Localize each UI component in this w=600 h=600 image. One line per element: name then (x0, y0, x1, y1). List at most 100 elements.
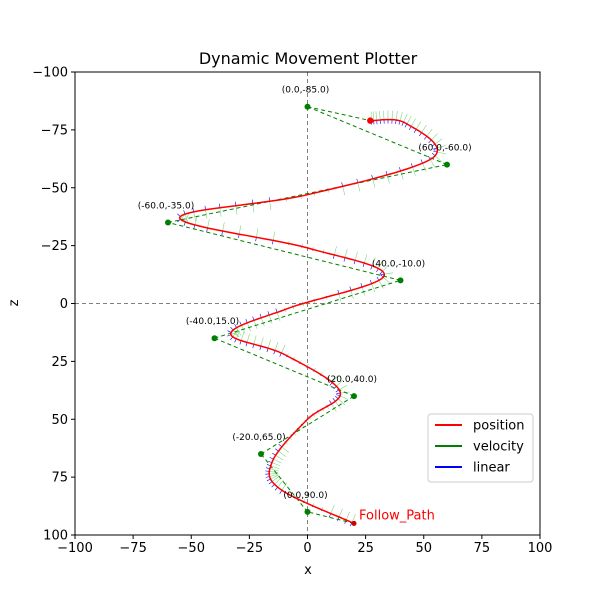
velocity-vector (406, 115, 412, 125)
waypoint-marker (304, 103, 311, 110)
y-tick-label: −75 (41, 123, 68, 138)
velocity-vector (232, 329, 240, 338)
velocity-vector (436, 145, 446, 149)
velocity-vector (238, 225, 242, 235)
velocity-vector (276, 312, 281, 321)
velocity-vector (339, 395, 349, 400)
velocity-vector (331, 403, 337, 412)
velocity-vector (375, 111, 378, 121)
velocity-vector (421, 124, 427, 133)
velocity-vector (277, 480, 284, 488)
velocity-vector (437, 151, 447, 155)
velocity-vector (272, 231, 276, 241)
y-tick-label: 50 (51, 413, 68, 428)
velocity-vector (274, 477, 282, 485)
velocity-vector (205, 209, 208, 219)
path-name-label: Follow_Path (359, 508, 435, 523)
velocity-vector (382, 264, 389, 272)
waypoint-label: (0.0,-85.0) (282, 86, 329, 96)
velocity-vector (336, 379, 344, 387)
waypoint-connector (167, 164, 448, 223)
velocity-vector (350, 290, 354, 300)
velocity-vector (403, 113, 408, 123)
waypoint-label: (0.0,90.0) (283, 491, 327, 501)
velocity-vector (219, 207, 222, 217)
velocity-vector (281, 344, 286, 354)
x-tick-label: 75 (474, 541, 491, 556)
velocity-vector (334, 246, 337, 256)
waypoint-connectors (167, 106, 448, 524)
velocity-vector (372, 111, 374, 121)
velocity-vector (378, 280, 384, 289)
velocity-vector (281, 482, 288, 491)
velocity-vector (271, 475, 280, 482)
velocity-vector (378, 260, 383, 269)
velocity-vector (253, 320, 258, 329)
reference-lines (75, 72, 540, 535)
velocity-vector (344, 248, 348, 258)
path-end-marker (367, 117, 374, 124)
velocity-vector (354, 251, 358, 261)
waypoint-label: (60.0,-60.0) (418, 144, 471, 154)
velocity-vector (426, 128, 433, 137)
velocity-vector (281, 446, 290, 453)
legend-items: position velocity linear (435, 419, 525, 476)
velocity-vector (246, 333, 250, 343)
path-start-marker (351, 520, 357, 526)
legend-label: position (473, 419, 525, 434)
velocity-vector (434, 138, 443, 145)
velocity-vector (194, 216, 198, 226)
waypoint-marker (397, 277, 404, 284)
velocity-vector (379, 110, 381, 120)
velocity-vector (267, 339, 272, 349)
waypoint-layer: (0.0,90.0) (-20.0,65.0) (20.0,40.0) (-40.0,… (138, 86, 472, 526)
velocity-vector (230, 331, 240, 336)
waypoint-marker (351, 393, 357, 400)
velocity-vector (431, 133, 438, 141)
velocity-vector (273, 458, 282, 464)
velocity-vector (269, 471, 279, 473)
velocity-vector (345, 511, 351, 521)
waypoint-marker (211, 335, 218, 342)
velocity-vector (269, 473, 279, 477)
waypoint-connector (307, 106, 371, 122)
x-tick-label: 100 (528, 541, 553, 556)
x-tick-label: −100 (57, 541, 93, 556)
velocity-vector (363, 254, 368, 264)
velocity-vector (415, 121, 422, 130)
velocity-vector (361, 286, 366, 296)
velocity-vector (357, 182, 361, 192)
velocity-vector (335, 401, 341, 409)
y-axis-label: z (7, 299, 22, 306)
velocity-vector (412, 166, 416, 176)
y-tick-label: 0 (60, 297, 68, 312)
x-tick-label: −50 (178, 541, 205, 556)
y-tick-label: 75 (51, 471, 68, 486)
y-tick-label: −50 (41, 181, 68, 196)
velocity-vector (342, 186, 346, 196)
velocity-vector (274, 341, 279, 351)
waypoint-label: (20.0,40.0) (327, 375, 377, 385)
velocity-vector (338, 293, 342, 303)
velocity-vector (256, 228, 259, 238)
velocity-vector (339, 384, 348, 391)
y-tick-label: 25 (51, 355, 68, 370)
velocity-vector (330, 505, 335, 514)
velocity-vector (268, 314, 273, 324)
waypoint-connector (260, 395, 355, 455)
waypoint-label: (-60.0,-35.0) (138, 201, 194, 211)
velocity-vector (270, 474, 279, 480)
legend-box (427, 413, 534, 483)
x-tick-label: 50 (415, 541, 432, 556)
y-axis-ticks: −100 −75 −50 −25 0 25 50 75 100 (32, 66, 75, 544)
x-tick-label: 0 (303, 541, 311, 556)
velocity-vector (270, 465, 280, 470)
position-layer (178, 118, 439, 525)
velocity-vector (429, 159, 436, 168)
velocity-vector (269, 468, 279, 472)
velocity-vector (235, 205, 238, 215)
legend-label: linear (473, 461, 510, 476)
velocity-vector (275, 455, 284, 461)
y-tick-label: −100 (32, 66, 68, 81)
